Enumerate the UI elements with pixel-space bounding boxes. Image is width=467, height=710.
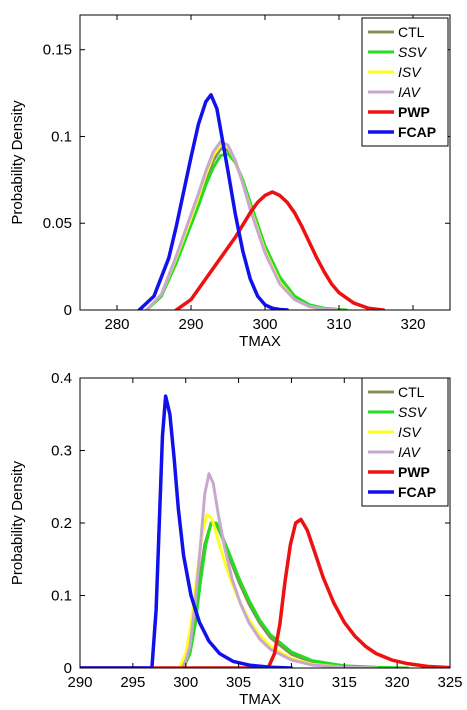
x-tick-label: 290 [178, 316, 203, 333]
legend-label-ssv: SSV [398, 404, 428, 420]
legend: CTL SSV ISV IAV PWP FCAP [361, 17, 449, 147]
legend-label-pwp: PWP [398, 464, 430, 480]
y-axis-label: Probability Density [9, 460, 26, 585]
legend-box [361, 17, 449, 147]
x-tick-label: 325 [437, 674, 462, 691]
x-tick-label: 300 [252, 316, 277, 333]
chart-panel-1: 280 290 300 310 320 0 0.05 0.1 0.15 TMAX Probabili… [9, 14, 451, 350]
legend-label-isv: ISV [398, 424, 422, 440]
chart-panel-2: 290 295 300 305 310 315 320 325 0 0.1 0.2 0.3 0.4 TMA… [9, 370, 463, 708]
y-axis-label: Probability Density [9, 100, 26, 225]
series-line-fcap [80, 394, 294, 668]
legend-label-isv: ISV [398, 64, 422, 80]
x-tick-label: 310 [279, 674, 304, 691]
y-tick-label: 0.1 [51, 588, 72, 605]
x-tick-label: 305 [226, 674, 251, 691]
legend-label-ctl: CTL [398, 24, 425, 40]
x-tick-label: 295 [120, 674, 145, 691]
y-tick-label: 0.2 [51, 515, 72, 532]
legend-label-pwp: PWP [398, 104, 430, 120]
legend-label-ctl: CTL [398, 384, 425, 400]
series-line-pwp [80, 517, 450, 668]
y-tick-label: 0.05 [43, 215, 72, 232]
legend-label-fcap: FCAP [398, 484, 436, 500]
series-line-pwp [174, 190, 386, 310]
x-tick-label: 315 [332, 674, 357, 691]
legend-label-iav: IAV [398, 84, 421, 100]
x-axis-label: TMAX [239, 333, 281, 350]
x-tick-label: 310 [326, 316, 351, 333]
y-tick-label: 0.15 [43, 42, 72, 59]
legend-box [361, 377, 449, 507]
y-tick-label: 0.1 [51, 128, 72, 145]
y-tick-label: 0.4 [51, 370, 72, 387]
x-axis-label: TMAX [239, 691, 281, 708]
legend-label-ssv: SSV [398, 44, 428, 60]
x-tick-label: 290 [67, 674, 92, 691]
y-tick-label: 0.3 [51, 443, 72, 460]
x-tick-label: 320 [400, 316, 425, 333]
legend-label-fcap: FCAP [398, 124, 436, 140]
y-tick-label: 0 [64, 302, 72, 319]
y-tick-label: 0 [64, 660, 72, 677]
x-tick-label: 280 [104, 316, 129, 333]
series-line-fcap [137, 93, 289, 310]
series-line-iav [182, 472, 378, 668]
legend-label-iav: IAV [398, 444, 421, 460]
legend: CTL SSV ISV IAV PWP FCAP [361, 377, 449, 507]
x-tick-label: 320 [385, 674, 410, 691]
series-line-iav [145, 140, 341, 310]
series-line-ssv [182, 521, 410, 668]
x-tick-label: 300 [173, 674, 198, 691]
